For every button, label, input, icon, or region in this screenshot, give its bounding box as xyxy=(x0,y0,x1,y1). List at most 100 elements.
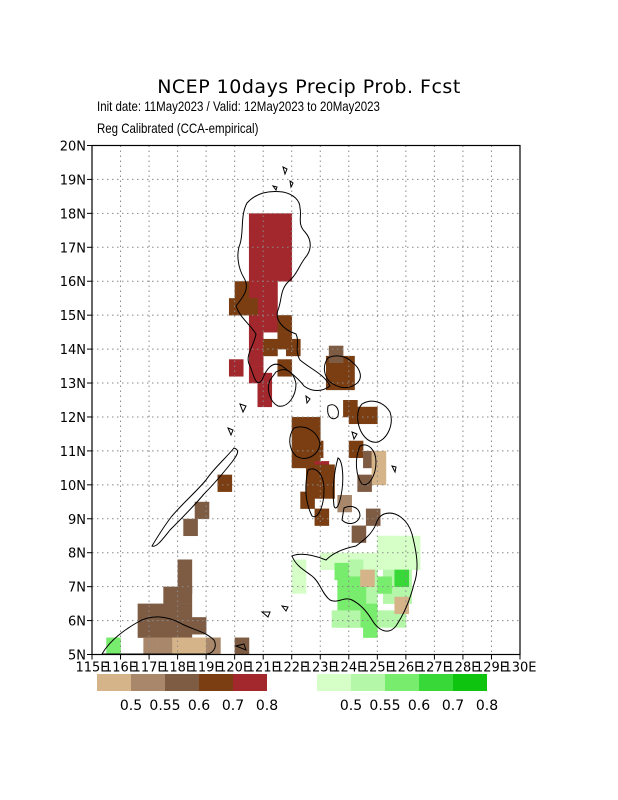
prob-cell xyxy=(248,213,264,231)
coastline-masbate xyxy=(327,404,339,420)
coastline-north-islets xyxy=(271,166,294,192)
prob-cell xyxy=(234,281,250,299)
x-tick-label: 123E xyxy=(304,661,337,676)
prob-cell xyxy=(306,464,321,482)
prob-cell xyxy=(291,416,307,435)
prob-cell xyxy=(277,247,293,265)
prob-cell xyxy=(343,400,358,418)
prob-cell xyxy=(300,491,315,509)
y-tick-label: 10N xyxy=(60,479,86,494)
prob-cell xyxy=(194,501,210,520)
coastline-panay xyxy=(289,426,321,459)
coastline-sulu xyxy=(234,605,289,651)
prob-cell xyxy=(328,345,344,363)
x-tick-label: 130E xyxy=(503,661,536,676)
x-tick-label: 119E xyxy=(190,661,223,676)
prob-cell xyxy=(177,620,193,638)
prob-cell xyxy=(291,559,307,577)
prob-cell xyxy=(177,586,193,604)
map-title: NCEP 10days Precip Prob. Fcst xyxy=(157,76,461,98)
legend-label: 0.5 xyxy=(120,698,142,714)
prob-cell xyxy=(277,213,293,231)
coastline-mindanao xyxy=(291,512,418,632)
prob-cell xyxy=(228,359,244,377)
prob-cell xyxy=(137,620,153,638)
legend-dry: 0.5 0.55 0.6 0.7 0.8 xyxy=(97,674,278,714)
legend-label: 0.8 xyxy=(256,698,278,714)
prob-cell xyxy=(106,637,121,655)
probability-cells xyxy=(106,213,421,655)
coastline xyxy=(101,166,418,655)
prob-cell xyxy=(177,603,193,621)
prob-cell xyxy=(391,535,407,553)
prob-cell xyxy=(263,281,278,299)
prob-cell xyxy=(151,603,167,621)
prob-cell xyxy=(248,247,264,265)
legend-swatch xyxy=(419,674,453,691)
coastline-luzon xyxy=(235,190,331,391)
prob-cell xyxy=(394,569,410,587)
prob-cell xyxy=(377,576,392,594)
prob-cell xyxy=(306,416,321,435)
prob-cell xyxy=(340,355,355,374)
prob-cell xyxy=(331,610,347,628)
prob-cell xyxy=(371,467,387,486)
prob-cell xyxy=(248,264,264,282)
y-tick-label: 8N xyxy=(68,547,86,562)
x-tick-label: 126E xyxy=(389,661,422,676)
x-tick-label: 118E xyxy=(161,661,194,676)
prob-cell xyxy=(357,474,372,492)
x-tick-label: 121E xyxy=(247,661,280,676)
y-tick-label: 16N xyxy=(60,275,86,290)
grid-lines xyxy=(92,145,520,655)
legend-label: 0.6 xyxy=(188,698,210,714)
prob-cell xyxy=(351,593,367,611)
y-tick-label: 11N xyxy=(60,445,86,460)
coastline-leyte xyxy=(355,444,377,486)
legend-label: 0.8 xyxy=(476,698,498,714)
legend-label: 0.7 xyxy=(442,698,464,714)
legend-label: 0.55 xyxy=(149,698,180,714)
legend-swatch xyxy=(165,674,199,691)
prob-cell xyxy=(348,440,364,458)
prob-cell xyxy=(320,464,335,482)
prob-cell xyxy=(234,637,250,655)
prob-cell xyxy=(277,315,293,333)
legend-label: 0.5 xyxy=(340,698,362,714)
prob-cell xyxy=(248,315,264,333)
legend-swatch xyxy=(199,674,233,691)
x-tick-label: 120E xyxy=(218,661,251,676)
prob-cell xyxy=(177,559,193,577)
prob-cell xyxy=(263,247,278,265)
prob-cell xyxy=(166,620,181,638)
x-tick-label: 117E xyxy=(133,661,166,676)
legend-swatch xyxy=(317,674,351,691)
prob-cell xyxy=(157,637,173,655)
prob-cell xyxy=(180,637,196,655)
prob-cell xyxy=(257,389,273,408)
prob-cell xyxy=(320,552,335,570)
prob-cell xyxy=(263,213,278,231)
y-tick-label: 20N xyxy=(60,140,86,155)
coastline-small-islands xyxy=(227,394,397,474)
prob-cell xyxy=(377,535,392,553)
prob-cell xyxy=(345,610,361,628)
prob-cell xyxy=(337,495,352,513)
prob-cell xyxy=(248,349,264,367)
prob-cell xyxy=(263,230,278,248)
prob-cell xyxy=(371,450,387,469)
coastline-borneo xyxy=(101,616,216,655)
prob-cell xyxy=(277,264,293,282)
x-axis-ticks: 115E116E117E118E119E120E121E122E123E124E… xyxy=(75,654,537,676)
legend-swatch xyxy=(131,674,165,691)
prob-cell xyxy=(191,617,207,635)
init-valid-date-subtitle: Init date: 11May2023 / Valid: 12May2023 … xyxy=(97,98,380,114)
prob-cell xyxy=(337,576,352,594)
prob-cell xyxy=(360,569,375,587)
prob-cell xyxy=(263,315,278,333)
prob-cell xyxy=(263,264,278,282)
y-tick-label: 13N xyxy=(60,377,86,392)
prob-cell xyxy=(248,281,264,299)
prob-cell xyxy=(263,298,278,316)
prob-cell xyxy=(405,535,421,553)
